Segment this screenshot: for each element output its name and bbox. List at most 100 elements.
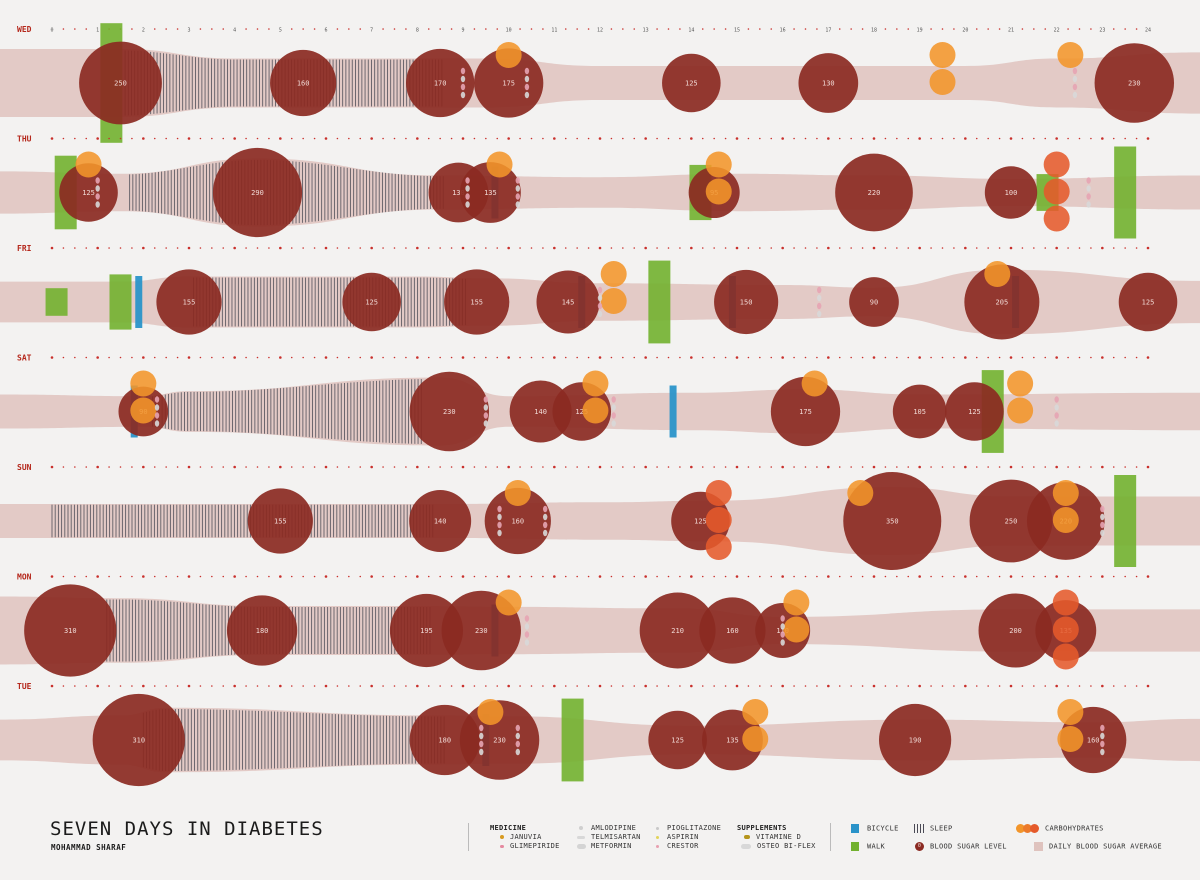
hour-tick-dot (587, 247, 590, 249)
hour-tick-dot (153, 356, 156, 359)
hour-tick-dot (850, 28, 852, 30)
legend-bicycle: BICYCLE (851, 824, 899, 833)
hour-tick-dot (1055, 246, 1058, 250)
carbs-circle (1007, 370, 1034, 397)
hour-tick-dot (74, 28, 76, 30)
hour-tick-dot (827, 356, 830, 359)
hour-tick-dot (747, 685, 750, 687)
carbs-circle (783, 589, 810, 616)
hour-tick-dot (953, 356, 955, 359)
hour-tick-dot (713, 685, 715, 687)
hour-tick-dot (131, 28, 133, 30)
hour-tick-dot (450, 247, 453, 249)
legend-carbs: CARBOHYDRATES (1016, 824, 1104, 833)
hour-tick-dot (701, 28, 704, 30)
hour-tick-dot (222, 685, 225, 687)
medicine-pill (817, 302, 822, 310)
blood-sugar-circle (1060, 706, 1127, 774)
hour-tick-dot (553, 137, 556, 140)
hour-tick-dot (987, 28, 989, 30)
hour-tick-dot (861, 685, 864, 687)
hour-tick-dot (1146, 575, 1150, 578)
hour-tick-dot (199, 28, 202, 30)
hour-tick-dot (530, 137, 533, 140)
hour-tick-dot (679, 247, 681, 249)
hour-tick-dot (884, 685, 887, 687)
hour-tick-dot (872, 465, 876, 469)
hour-tick-dot (1067, 356, 1069, 359)
hour-tick-dot (290, 575, 293, 578)
hour-tick-dot (872, 356, 876, 359)
hour-tick-dot (393, 28, 396, 30)
hour-tick-dot (496, 575, 499, 578)
hour-tick-dot (701, 466, 704, 468)
blood-sugar-value: 125 (685, 80, 698, 88)
hour-tick-dot (348, 247, 350, 249)
blood-sugar-circle (342, 272, 401, 332)
hour-tick-label: 1 (96, 28, 99, 34)
hour-tick-dot (1146, 684, 1150, 688)
hour-tick-dot (211, 137, 213, 140)
hour-tick-dot (633, 356, 636, 359)
hour-tick-dot (119, 247, 122, 249)
blood-sugar-value: 125 (671, 737, 684, 745)
legend-januvia-label: JANUVIA (510, 833, 542, 841)
hour-tick-dot (1033, 247, 1035, 249)
hour-tick-dot (793, 685, 795, 687)
hour-tick-dot (896, 466, 898, 468)
hour-tick-dot (519, 247, 521, 249)
hour-tick-dot (450, 137, 453, 140)
hour-tick-dot (530, 356, 533, 359)
hour-tick-dot (576, 247, 578, 249)
hour-tick-dot (187, 684, 191, 688)
hour-tick-dot (256, 685, 259, 687)
hour-tick-dot (1090, 247, 1092, 249)
hour-tick-dot (667, 137, 670, 140)
hour-tick-dot (953, 28, 955, 30)
hour-tick-dot (987, 685, 989, 687)
hour-tick-dot (1090, 137, 1092, 140)
hour-tick-dot (85, 356, 88, 359)
blood-sugar-value: 170 (434, 80, 447, 88)
hour-tick-dot (1021, 575, 1024, 578)
hour-tick-dot (827, 246, 830, 250)
hour-tick-dot (290, 28, 293, 30)
hour-tick-dot (507, 465, 510, 469)
hour-tick-dot (96, 684, 99, 688)
hour-tick-dot (1078, 28, 1081, 30)
hour-tick-dot (496, 137, 499, 140)
hour-tick-dot (393, 247, 396, 249)
hour-tick-dot (1078, 575, 1081, 578)
hour-tick-dot (496, 466, 499, 468)
medicine-pill (515, 724, 520, 732)
hour-tick-dot (382, 356, 384, 359)
hour-tick-dot (713, 466, 715, 468)
hour-tick-dot (359, 356, 362, 359)
hour-tick-dot (439, 28, 441, 30)
blood-sugar-value: 230 (493, 737, 506, 745)
hour-tick-dot (336, 137, 339, 140)
hour-tick-dot (838, 685, 841, 687)
carbs-circle (984, 261, 1011, 287)
hour-tick-dot (1009, 465, 1013, 469)
medicine-pill (460, 83, 466, 91)
carbs-circle (742, 699, 769, 725)
hour-tick-dot (1112, 137, 1115, 140)
blood-sugar-value: 175 (502, 80, 515, 88)
hour-tick-dot (85, 28, 88, 30)
hour-tick-dot (553, 465, 556, 469)
hour-tick-dot (1021, 247, 1024, 249)
day-row-mon: MON310180195230210160110200135 (0, 573, 1200, 677)
hour-tick-dot (553, 575, 556, 578)
blood-sugar-circle (444, 269, 510, 335)
hour-tick-label: 24 (1145, 28, 1151, 34)
medicine-pill (1072, 83, 1078, 91)
hour-tick-dot (245, 685, 247, 687)
hour-tick-dot (233, 684, 236, 688)
hour-tick-dot (644, 246, 647, 250)
hour-tick-dot (896, 575, 898, 578)
hour-tick-dot (222, 28, 225, 30)
hour-tick-dot (1009, 137, 1013, 140)
hour-tick-dot (690, 575, 693, 578)
hour-tick-dot (1112, 685, 1115, 687)
